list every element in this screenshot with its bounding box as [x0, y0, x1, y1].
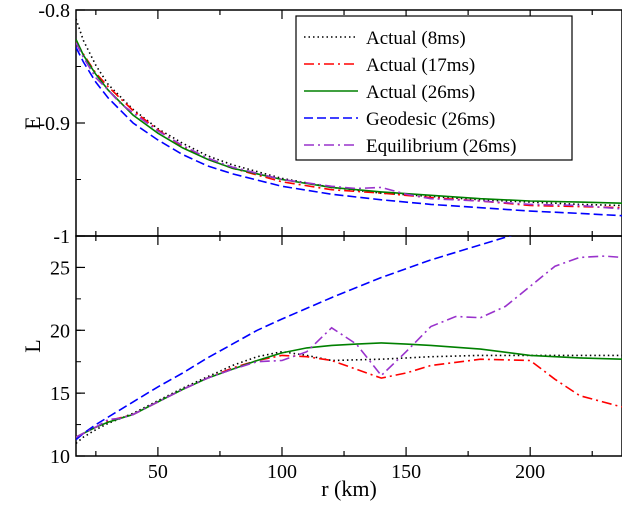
series-line-actual-8ms — [76, 350, 622, 445]
legend-box — [295, 15, 573, 161]
series-line-geodesic-26ms — [76, 236, 513, 441]
y-tick-label: 20 — [50, 320, 70, 342]
top-y-axis-label: E — [20, 116, 45, 129]
legend-label: Geodesic (26ms) — [366, 109, 495, 130]
y-tick-label: 15 — [50, 383, 70, 405]
x-axis-label: r (km) — [321, 476, 377, 501]
series-line-equilibrium-26ms — [76, 255, 622, 438]
bottom-panel-frame — [75, 235, 622, 457]
x-tick-label: 150 — [391, 461, 421, 483]
legend: Actual (8ms) Actual (17ms) Actual (26ms) Ge… — [295, 15, 573, 161]
series-line-equilibrium-26ms — [76, 42, 622, 210]
x-tick-label: 100 — [267, 461, 297, 483]
chart-marks: -0.8 -0.9 -1 10 15 20 25 50 100 150 200 — [38, 0, 622, 483]
x-tick-label: 200 — [515, 461, 545, 483]
legend-label: Actual (26ms) — [366, 82, 475, 103]
y-tick-label: -1 — [53, 226, 70, 248]
series-line-geodesic-26ms — [76, 46, 622, 217]
series-line-actual-26ms — [76, 39, 622, 204]
legend-label: Actual (8ms) — [366, 28, 466, 49]
legend-label: Actual (17ms) — [366, 55, 475, 76]
legend-label: Equilibrium (26ms) — [366, 136, 516, 157]
y-tick-label: -0.8 — [38, 0, 70, 22]
series-line-actual-8ms — [76, 18, 622, 207]
y-tick-label: -0.9 — [38, 113, 70, 135]
series-line-actual-26ms — [76, 342, 622, 438]
series-line-actual-17ms — [76, 354, 622, 438]
y-tick-label: 10 — [50, 446, 70, 468]
y-tick-label: 25 — [50, 257, 70, 279]
x-tick-label: 50 — [148, 461, 168, 483]
bottom-y-axis-label: L — [20, 339, 45, 352]
